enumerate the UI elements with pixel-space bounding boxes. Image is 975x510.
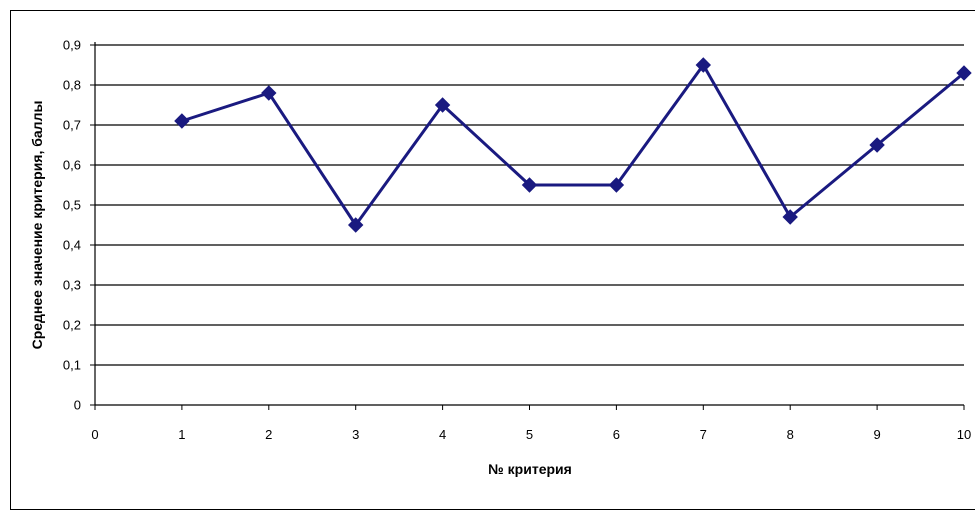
x-tick-label: 9 bbox=[873, 427, 880, 442]
data-point bbox=[521, 177, 538, 193]
y-tick-label: 0 bbox=[74, 398, 81, 413]
x-tick-label: 2 bbox=[265, 427, 272, 442]
axes bbox=[90, 42, 965, 410]
x-axis-title: № критерия bbox=[488, 461, 572, 477]
y-tick-labels: 0 0,1 0,2 0,3 0,4 0,5 0,6 0,7 0,8 0,9 bbox=[63, 38, 81, 413]
x-tick-label: 8 bbox=[787, 427, 794, 442]
data-point bbox=[608, 177, 625, 193]
x-tick-label: 1 bbox=[178, 427, 185, 442]
y-tick-label: 0,2 bbox=[63, 318, 81, 333]
y-tick-label: 0,1 bbox=[63, 358, 81, 373]
x-tick-labels: 0 1 2 3 4 5 6 7 8 9 10 bbox=[91, 427, 971, 442]
y-tick-label: 0,4 bbox=[63, 238, 81, 253]
x-tick-label: 5 bbox=[526, 427, 533, 442]
x-tick-label: 3 bbox=[352, 427, 359, 442]
y-axis-title: Среднее значение критерия, баллы bbox=[29, 101, 45, 350]
y-tick-label: 0,7 bbox=[63, 118, 81, 133]
y-tick-label: 0,9 bbox=[63, 38, 81, 53]
data-point bbox=[695, 57, 712, 73]
x-tick-label: 4 bbox=[439, 427, 446, 442]
x-tick-label: 0 bbox=[91, 427, 98, 442]
data-point bbox=[261, 85, 277, 101]
y-tick-label: 0,6 bbox=[63, 158, 81, 173]
x-tick-label: 7 bbox=[700, 427, 707, 442]
y-tick-label: 0,3 bbox=[63, 278, 81, 293]
y-tick-label: 0,8 bbox=[63, 78, 81, 93]
x-tick-label: 10 bbox=[957, 427, 971, 442]
series-line bbox=[181, 63, 965, 227]
data-point bbox=[347, 217, 364, 233]
gridlines bbox=[95, 44, 964, 366]
y-tick-label: 0,5 bbox=[63, 198, 81, 213]
data-point bbox=[174, 113, 190, 129]
data-point bbox=[869, 137, 885, 153]
series bbox=[174, 57, 972, 233]
data-point bbox=[434, 97, 451, 113]
chart-frame bbox=[10, 10, 975, 510]
data-point bbox=[782, 209, 798, 225]
line-chart: 0 0,1 0,2 0,3 0,4 0,5 0,6 0,7 0,8 0,9 0 1 2 3 4 5 6 7 8 9 1… bbox=[29, 38, 972, 477]
x-tick-label: 6 bbox=[613, 427, 620, 442]
data-point bbox=[956, 65, 972, 81]
